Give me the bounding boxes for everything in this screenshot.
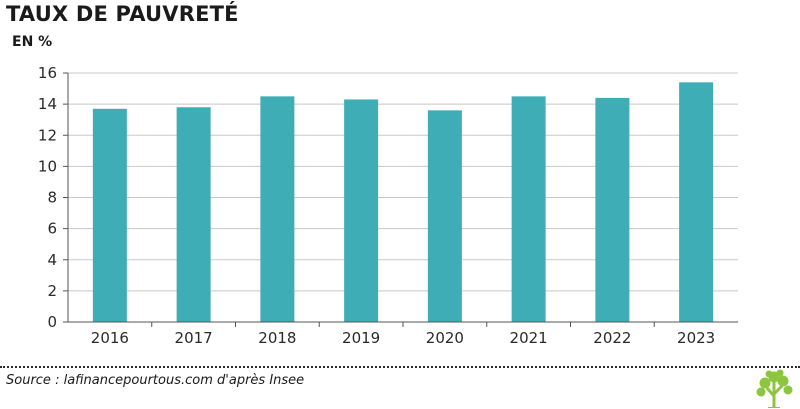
chart-title: TAUX DE PAUVRETÉ	[6, 2, 239, 26]
tree-logo-icon	[756, 369, 793, 408]
bar-2021	[511, 96, 546, 322]
x-tick-label: 2016	[91, 329, 129, 347]
y-tick-label: 12	[38, 126, 57, 144]
bar-2022	[595, 97, 630, 323]
bar-2018	[260, 96, 295, 322]
y-tick-label: 4	[47, 251, 57, 269]
x-tick-label: 2017	[175, 329, 213, 347]
y-tick-label: 14	[38, 95, 57, 113]
y-tick-label: 2	[47, 282, 57, 300]
unit-label: EN %	[12, 34, 53, 50]
bar-2020	[427, 110, 462, 322]
y-axis-ticks: 0 2 4 6 8 10 12 14 16	[38, 64, 68, 331]
bar-2016	[92, 108, 127, 322]
x-tick-label: 2023	[677, 329, 715, 347]
x-tick-label: 2022	[593, 329, 631, 347]
grid-lines	[68, 72, 738, 292]
y-tick-label: 0	[47, 313, 57, 331]
y-tick-label: 10	[38, 157, 57, 175]
footer-divider	[0, 366, 800, 368]
axes	[63, 73, 738, 323]
x-axis-ticks: 2016 2017 2018 2019 2020 2021 2022 2023	[91, 322, 715, 347]
x-tick-label: 2018	[258, 329, 296, 347]
bar-2019	[344, 99, 379, 322]
y-tick-label: 6	[47, 220, 57, 238]
y-tick-label: 16	[38, 64, 57, 82]
x-tick-label: 2019	[342, 329, 380, 347]
x-tick-label: 2021	[510, 329, 548, 347]
bar-2023	[679, 82, 714, 323]
y-tick-label: 8	[47, 189, 57, 207]
bars	[92, 82, 714, 323]
source-note: Source : lafinancepourtous.com d'après I…	[6, 373, 305, 388]
bar-2017	[176, 107, 211, 322]
x-tick-label: 2020	[426, 329, 464, 347]
